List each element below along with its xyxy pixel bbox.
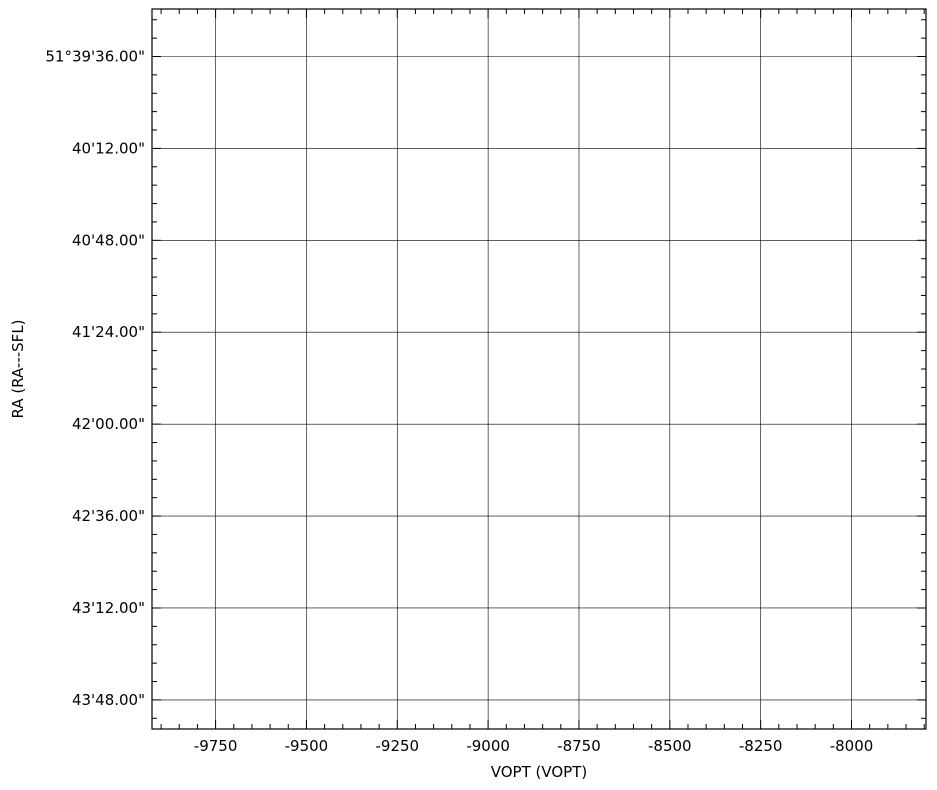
- grid-lines: [152, 9, 926, 729]
- x-tick-label: -9750: [194, 737, 238, 755]
- plot-frame: [151, 8, 927, 730]
- y-tick-label: 42'36.00": [72, 507, 145, 525]
- y-tick-label: 40'48.00": [72, 231, 145, 249]
- x-tick-label: -9250: [375, 737, 419, 755]
- y-tick-label: 43'12.00": [72, 599, 145, 617]
- x-axis-label: VOPT (VOPT): [491, 763, 588, 781]
- x-tick-label: -8500: [648, 737, 692, 755]
- y-tick-label: 40'12.00": [72, 139, 145, 157]
- y-tick-label: 41'24.00": [72, 323, 145, 341]
- x-tick-label: -8000: [830, 737, 874, 755]
- y-tick-label: 42'00.00": [72, 415, 145, 433]
- y-tick-label: 51°39'36.00": [45, 47, 145, 65]
- x-tick-label: -8750: [557, 737, 601, 755]
- y-axis-label: RA (RA---SFL): [9, 319, 27, 418]
- x-tick-label: -8250: [739, 737, 783, 755]
- y-tick-labels: 51°39'36.00" 40'12.00" 40'48.00" 41'24.00" 4…: [45, 47, 145, 708]
- y-tick-label: 43'48.00": [72, 691, 145, 709]
- x-tick-label: -9500: [285, 737, 329, 755]
- x-tick-label: -9000: [466, 737, 510, 755]
- axis-ticks: [152, 9, 926, 729]
- x-tick-labels: -9750 -9500 -9250 -9000 -8750 -8500 -8250 -8000: [194, 737, 874, 755]
